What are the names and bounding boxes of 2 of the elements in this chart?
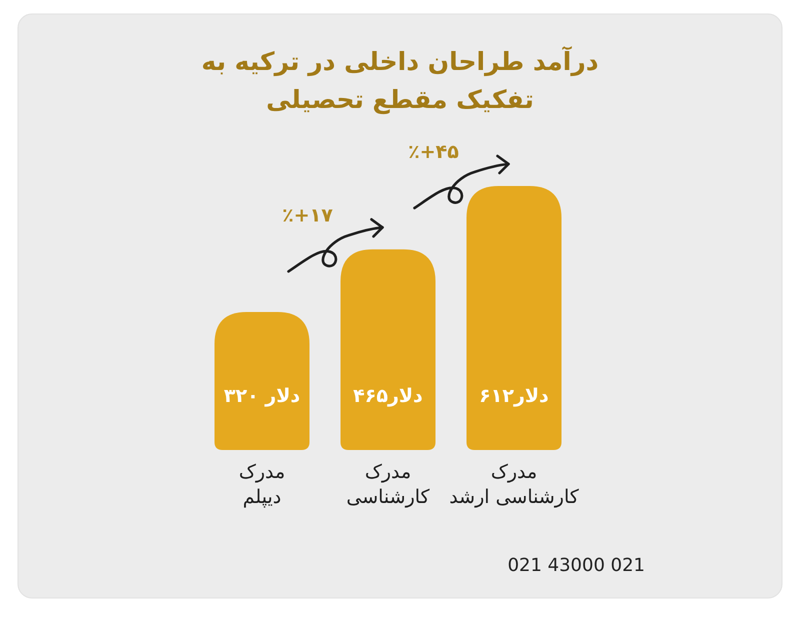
footer-note: 021 43000 021: [508, 555, 645, 576]
title: درآمد طراحان داخلی در ترکیه به تفکیک مقطع تحصیلی: [201, 47, 599, 114]
